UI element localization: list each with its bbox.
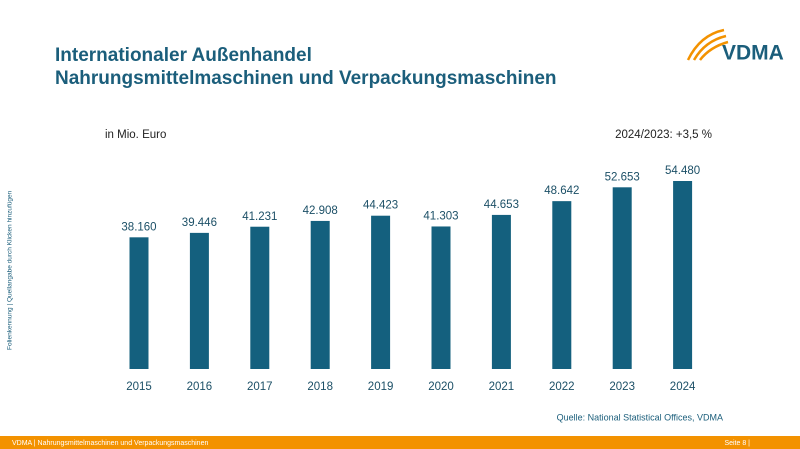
bar xyxy=(310,220,330,369)
bar xyxy=(371,215,391,369)
bar xyxy=(612,187,632,369)
value-label: 42.908 xyxy=(303,205,338,217)
logo-arc xyxy=(686,28,725,61)
title-line: Nahrungsmittelmaschinen und Verpackungsm… xyxy=(55,68,557,89)
value-label: 39.446 xyxy=(182,217,217,229)
x-tick-label: 2022 xyxy=(549,381,575,393)
bar xyxy=(431,226,451,369)
value-label: 48.642 xyxy=(544,185,579,197)
x-tick-label: 2015 xyxy=(126,381,152,393)
x-tick-label: 2019 xyxy=(368,381,394,393)
logo-arc xyxy=(692,34,727,61)
bar xyxy=(250,226,270,369)
title-line: Internationaler Außenhandel xyxy=(55,45,312,66)
value-label: 52.653 xyxy=(605,171,640,183)
x-tick-label: 2021 xyxy=(489,381,515,393)
x-tick-label: 2018 xyxy=(307,381,333,393)
footer-right: Seite 8 | xyxy=(724,440,750,447)
logo-arc xyxy=(699,40,729,61)
logo-text: VDMA xyxy=(722,42,784,65)
x-tick-label: 2016 xyxy=(187,381,213,393)
bar xyxy=(129,237,149,369)
value-label: 54.480 xyxy=(665,165,700,177)
footer-left: VDMA | Nahrungsmittelmaschinen und Verpa… xyxy=(12,440,208,447)
x-tick-label: 2024 xyxy=(670,381,696,393)
value-label: 44.423 xyxy=(363,200,398,212)
bar xyxy=(673,181,693,369)
value-label: 41.303 xyxy=(423,211,458,223)
logo xyxy=(686,28,729,61)
unit-label: in Mio. Euro xyxy=(105,129,166,141)
x-tick-label: 2020 xyxy=(428,381,454,393)
bar xyxy=(552,201,572,369)
value-label: 41.231 xyxy=(242,211,277,223)
x-tick-label: 2023 xyxy=(609,381,635,393)
annotation: 2024/2023: +3,5 % xyxy=(615,129,712,141)
side-note: Folienkennung | Quellangabe durch Klicke… xyxy=(7,190,14,350)
x-tick-label: 2017 xyxy=(247,381,273,393)
bar xyxy=(491,214,511,369)
footer-bar xyxy=(0,436,800,449)
value-label: 44.653 xyxy=(484,199,519,211)
value-label: 38.160 xyxy=(121,221,156,233)
source: Quelle: National Statistical Offices, VD… xyxy=(557,412,723,422)
bar xyxy=(189,232,209,369)
plot: 38.160 2015 39.446 2016 41.231 2017 42.908 2018… xyxy=(121,165,700,393)
